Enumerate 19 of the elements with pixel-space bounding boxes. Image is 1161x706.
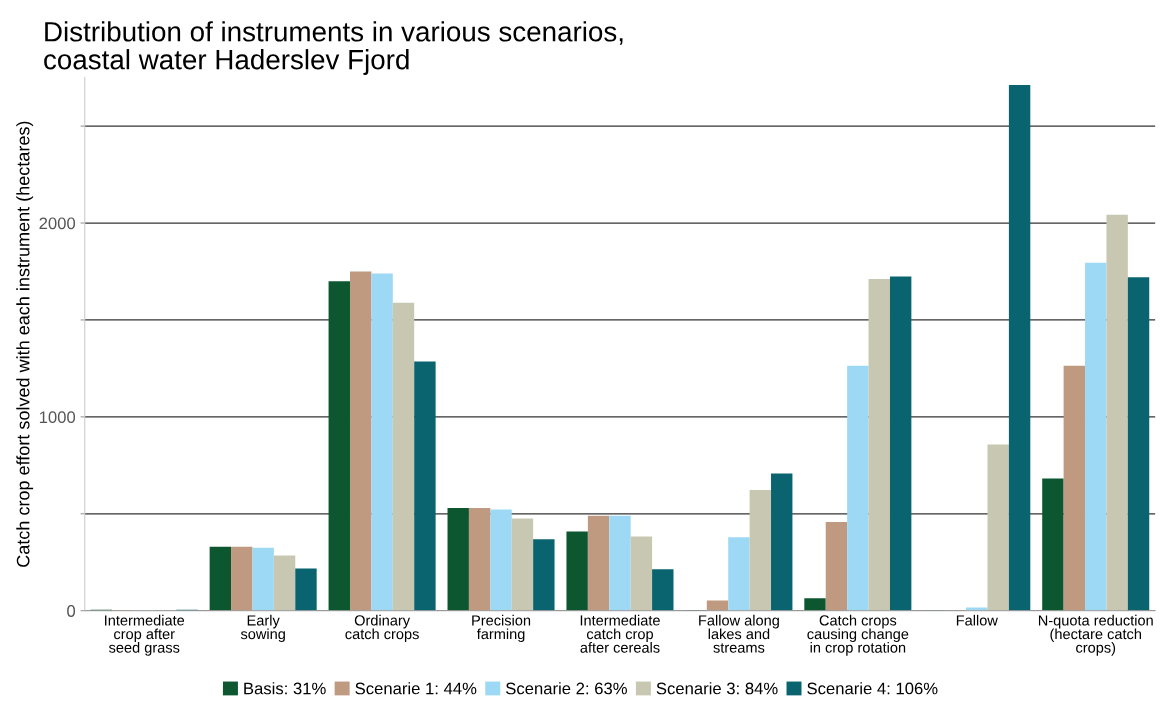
y-axis-title: Catch crop effort solved with each instrument (hectares) — [16, 121, 34, 567]
y-tick-label: 1000 — [39, 411, 76, 424]
y-tick-label: 2000 — [39, 217, 76, 230]
x-tick-label: Early sowing — [240, 614, 285, 643]
legend-label: Scenarie 4: 106% — [807, 682, 938, 695]
legend-label: Scenarie 2: 63% — [506, 682, 627, 695]
chart-title: Distribution of instruments in various scenarios, coastal water Haderslev Fjord — [44, 21, 623, 75]
x-tick-label: Precision farming — [472, 614, 531, 643]
x-tick-label: Fallow — [956, 614, 998, 626]
x-tick-label: Ordinary catch crops — [345, 614, 419, 643]
legend-label: Scenarie 3: 84% — [656, 682, 778, 695]
x-tick-label: Intermediate crop after seed grass — [105, 614, 185, 656]
y-tick-label: 0 — [67, 605, 76, 617]
legend-label: Scenarie 1: 44% — [355, 682, 477, 695]
legend-label: Basis: 31% — [244, 682, 326, 695]
x-tick-label: Catch crops causing change in crop rotation — [807, 614, 909, 656]
x-tick-label: N-quota reduction (hectare catch crops) — [1038, 614, 1153, 656]
x-tick-label: Intermediate catch crop after cereals — [580, 614, 660, 653]
x-tick-label: Fallow along lakes and streams — [699, 614, 779, 653]
